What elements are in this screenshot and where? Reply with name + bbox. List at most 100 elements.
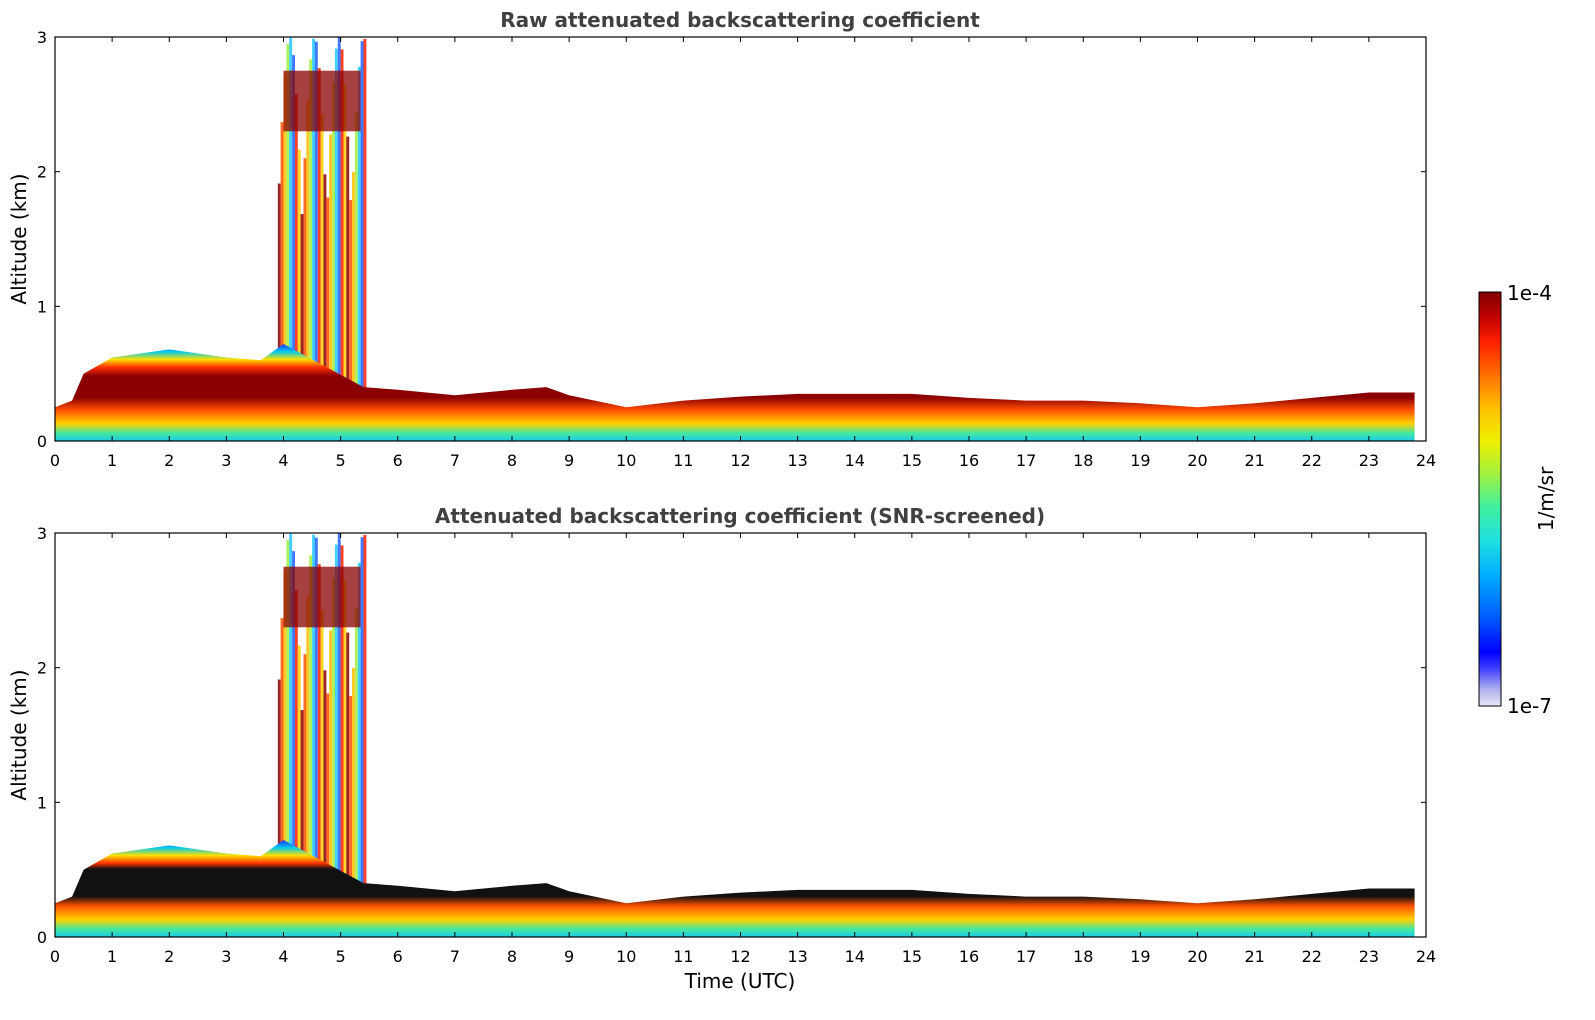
- plume-streak: [357, 562, 361, 937]
- plume-streak: [326, 197, 330, 441]
- panel-title: Attenuated backscattering coefficient (S…: [435, 504, 1045, 528]
- x-tick-label: 0: [50, 947, 60, 966]
- plume-streak: [317, 68, 321, 441]
- plume-streak: [349, 695, 353, 937]
- snr-screened-panel: Attenuated backscattering coefficient (S…: [7, 504, 1436, 993]
- plume-streak: [297, 645, 301, 937]
- plume-streak: [277, 679, 281, 937]
- colorbar-max-label: 1e-4: [1507, 281, 1552, 305]
- plume-streak: [323, 174, 327, 441]
- plume-streak: [334, 48, 338, 441]
- plume-top-layer: [283, 566, 361, 628]
- x-tick-label: 24: [1416, 451, 1436, 470]
- y-tick-label: 1: [37, 297, 47, 316]
- y-tick-label: 0: [37, 432, 47, 451]
- plume-streak: [303, 654, 307, 937]
- x-tick-label: 24: [1416, 947, 1436, 966]
- x-tick-label: 11: [673, 451, 693, 470]
- plume-streak: [352, 171, 355, 441]
- y-tick-label: 2: [37, 163, 47, 182]
- plume-streak: [292, 55, 295, 441]
- y-axis-label: Altitude (km): [7, 669, 31, 800]
- plume-streak: [317, 564, 321, 937]
- y-axis-label: Altitude (km): [7, 173, 31, 304]
- x-tick-label: 1: [107, 947, 117, 966]
- plume-streak: [334, 544, 338, 937]
- x-tick-label: 9: [564, 451, 574, 470]
- x-tick-label: 16: [959, 451, 979, 470]
- aerosol-plume: [277, 533, 367, 937]
- plume-streak: [323, 670, 327, 937]
- x-tick-label: 15: [902, 451, 922, 470]
- x-tick-label: 19: [1130, 451, 1150, 470]
- y-tick-label: 2: [37, 659, 47, 678]
- plume-streak: [337, 37, 341, 441]
- plume-streak: [286, 540, 290, 937]
- colorbar-min-label: 1e-7: [1507, 694, 1552, 718]
- x-tick-label: 22: [1302, 947, 1322, 966]
- x-tick-label: 12: [730, 451, 750, 470]
- plume-streak: [303, 158, 307, 441]
- plume-streak: [357, 66, 361, 441]
- plume-streak: [354, 112, 358, 441]
- plume-streak: [332, 82, 335, 441]
- plume-streak: [343, 580, 347, 937]
- plume-streak: [337, 533, 341, 937]
- x-tick-label: 8: [507, 947, 517, 966]
- x-tick-label: 20: [1187, 451, 1207, 470]
- plume-streak: [289, 533, 293, 937]
- raw-backscatter-panel: Raw attenuated backscattering coefficien…: [7, 8, 1436, 470]
- x-tick-label: 4: [278, 451, 288, 470]
- x-tick-label: 20: [1187, 947, 1207, 966]
- plume-streak: [283, 569, 287, 937]
- x-axis-label: Time (UTC): [684, 969, 796, 993]
- x-tick-label: 9: [564, 947, 574, 966]
- x-tick-label: 1: [107, 451, 117, 470]
- x-tick-label: 5: [336, 451, 346, 470]
- plume-streak: [280, 122, 284, 441]
- x-tick-label: 3: [221, 947, 231, 966]
- plume-streak: [286, 44, 290, 441]
- x-tick-label: 4: [278, 947, 288, 966]
- plume-streak: [329, 134, 333, 441]
- plume-streak: [289, 37, 293, 441]
- colorbar: 1e-4 1e-7 1/m/sr: [1478, 281, 1558, 718]
- x-tick-label: 13: [787, 451, 807, 470]
- plume-streak: [306, 597, 310, 937]
- y-tick-label: 0: [37, 928, 47, 947]
- aerosol-plume: [277, 37, 367, 441]
- x-tick-label: 8: [507, 451, 517, 470]
- plume-streak: [306, 101, 310, 441]
- x-tick-label: 7: [450, 947, 460, 966]
- plume-streak: [346, 632, 350, 937]
- x-tick-label: 10: [616, 947, 636, 966]
- plume-streak: [283, 73, 287, 441]
- x-tick-label: 17: [1016, 451, 1036, 470]
- y-axis-ticks: 0 1 2 3: [37, 28, 1426, 451]
- plume-streak: [300, 710, 304, 937]
- x-tick-label: 18: [1073, 451, 1093, 470]
- x-tick-label: 21: [1244, 947, 1264, 966]
- plume-streak: [312, 38, 315, 441]
- plume-streak: [309, 59, 313, 441]
- heatmap-area: [55, 37, 1415, 441]
- boundary-layer: [55, 840, 1415, 937]
- plume-streak: [280, 618, 284, 937]
- plume-streak: [312, 534, 315, 937]
- plume-streak: [300, 214, 304, 441]
- x-tick-label: 6: [393, 947, 403, 966]
- x-tick-label: 22: [1302, 451, 1322, 470]
- x-tick-label: 18: [1073, 947, 1093, 966]
- x-tick-label: 10: [616, 451, 636, 470]
- x-tick-label: 21: [1244, 451, 1264, 470]
- boundary-layer: [55, 344, 1415, 441]
- plume-streak: [349, 199, 353, 441]
- plume-streak: [352, 667, 355, 937]
- y-tick-label: 3: [37, 28, 47, 47]
- x-tick-label: 3: [221, 451, 231, 470]
- y-axis-ticks: 0 1 2 3: [37, 524, 1426, 947]
- plume-streak: [363, 535, 367, 937]
- plume-streak: [294, 590, 298, 937]
- panel-title: Raw attenuated backscattering coefficien…: [500, 8, 980, 32]
